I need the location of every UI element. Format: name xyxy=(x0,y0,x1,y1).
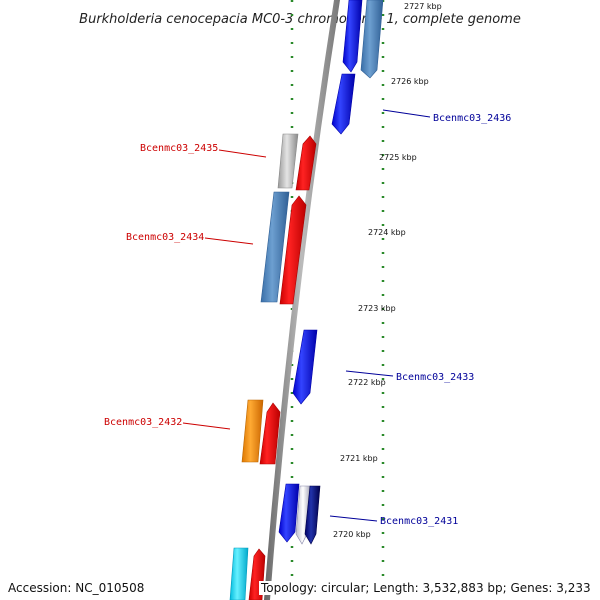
gene-bcenmc03-2437[interactable] xyxy=(342,0,363,73)
label-bcenmc03-2433[interactable]: Bcenmc03_2433 xyxy=(345,370,474,383)
gene-label-text: Bcenmc03_2435 xyxy=(140,143,218,154)
chromosome-backbone xyxy=(264,0,340,600)
map-title: Burkholderia cenocepacia MC0-3 chromosom… xyxy=(79,12,521,27)
gene-bcenmc03-2431[interactable] xyxy=(304,485,321,545)
scale-label: 2727 kbp xyxy=(404,2,442,11)
gene-bcenmc03-2432-red[interactable] xyxy=(259,402,281,465)
gene-bcenmc03-2431-a[interactable] xyxy=(278,483,300,543)
genome-summary-text: Topology: circular; Length: 3,532,883 bp… xyxy=(259,581,593,595)
gene-bcenmc03-2435-gray[interactable] xyxy=(277,133,299,189)
gene-bcenmc03-2434-red[interactable] xyxy=(279,195,307,305)
gene-label-text: Bcenmc03_2431 xyxy=(380,516,458,527)
label-bcenmc03-2436[interactable]: Bcenmc03_2436 xyxy=(382,109,511,124)
scale-label: 2725 kbp xyxy=(379,153,417,162)
gene-label-text: Bcenmc03_2434 xyxy=(126,232,204,243)
leader-line xyxy=(382,109,431,118)
gene-steel-forward[interactable] xyxy=(360,0,384,79)
label-bcenmc03-2434[interactable]: Bcenmc03_2434 xyxy=(126,232,254,245)
gene-bcenmc03-2435[interactable] xyxy=(295,135,317,191)
gene-label-text: Bcenmc03_2436 xyxy=(433,113,511,124)
gene-bcenmc03-2434[interactable] xyxy=(260,191,290,303)
label-bcenmc03-2432[interactable]: Bcenmc03_2432 xyxy=(104,417,231,430)
gene-bcenmc03-2436[interactable] xyxy=(331,73,356,135)
scale-label: 2722 kbp xyxy=(348,378,386,387)
accession-text: Accession: NC_010508 xyxy=(8,581,145,595)
gene-cyan[interactable] xyxy=(229,547,249,600)
scale-label: 2724 kbp xyxy=(368,228,406,237)
leader-line xyxy=(182,422,231,430)
scale-label: 2723 kbp xyxy=(358,304,396,313)
scale-label: 2726 kbp xyxy=(391,77,429,86)
scale-label: 2720 kbp xyxy=(333,530,371,539)
gene-bcenmc03-2433[interactable] xyxy=(292,329,318,405)
label-bcenmc03-2431[interactable]: Bcenmc03_2431 xyxy=(329,515,458,527)
gene-label-text: Bcenmc03_2432 xyxy=(104,417,182,428)
leader-line xyxy=(329,515,378,522)
leader-line xyxy=(204,237,254,245)
leader-line xyxy=(218,149,267,158)
gene-label-text: Bcenmc03_2433 xyxy=(396,372,474,383)
gene-bcenmc03-2432[interactable] xyxy=(241,399,264,463)
leader-line xyxy=(345,370,394,377)
scale-label: 2721 kbp xyxy=(340,454,378,463)
label-bcenmc03-2435[interactable]: Bcenmc03_2435 xyxy=(140,143,267,158)
